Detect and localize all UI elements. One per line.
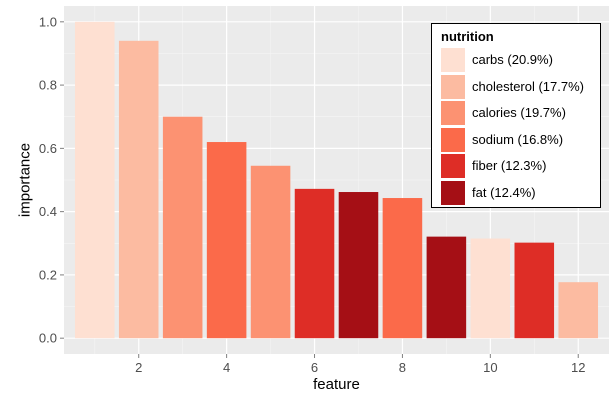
legend-key-carbs: [441, 48, 465, 72]
y-tick-label: 0.6: [39, 141, 57, 156]
bar-calories: [162, 116, 203, 339]
legend-key-cholesterol: [441, 74, 465, 99]
legend-label: sodium (16.8%): [472, 131, 564, 147]
y-tick-label: 0.0: [39, 331, 57, 346]
legend-label: fiber (12.3%): [472, 158, 547, 173]
y-tick-label: 1.0: [39, 14, 57, 29]
legend-key-sodium: [441, 127, 465, 152]
legend-label: calories (19.7%): [472, 105, 566, 120]
bar-fiber: [294, 188, 335, 339]
bar-fat: [338, 192, 379, 339]
bar-fiber: [514, 242, 555, 339]
x-tick-label: 10: [483, 360, 497, 375]
bar-sodium: [206, 142, 247, 339]
bar-cholesterol: [558, 282, 599, 339]
legend-label: cholesterol (17.7%): [472, 78, 584, 94]
x-tick-label: 12: [571, 360, 585, 375]
legend-item-fiber: fiber (12.3%): [441, 154, 601, 178]
legend-key-fiber: [441, 154, 465, 178]
legend-title: nutrition: [441, 29, 494, 44]
legend-key-fat: [441, 180, 465, 205]
legend-label: carbs (20.9%): [472, 52, 553, 67]
bar-calories: [250, 165, 291, 339]
legend-item-carbs: carbs (20.9%): [441, 48, 601, 72]
bars: [74, 21, 599, 339]
bar-sodium: [382, 198, 423, 339]
y-tick-label: 0.4: [39, 204, 57, 219]
bar-cholesterol: [118, 40, 159, 339]
legend-item-sodium: sodium (16.8%): [441, 127, 601, 152]
x-tick-label: 6: [311, 360, 318, 375]
y-tick-label: 0.2: [39, 267, 57, 282]
x-tick-label: 8: [399, 360, 406, 375]
y-axis: 0.0 0.2 0.4 0.6 0.8 1.0: [39, 14, 64, 346]
x-axis-title: feature: [313, 376, 360, 393]
y-axis-title: importance: [16, 143, 33, 217]
legend-key-calories: [441, 101, 465, 125]
legend-label: fat (12.4%): [472, 184, 536, 200]
legend-item-cholesterol: cholesterol (17.7%): [441, 74, 601, 99]
legend: nutrition carbs (20.9%) cholesterol (17.7…: [431, 23, 601, 208]
x-tick-label: 2: [135, 360, 142, 375]
bar-carbs: [470, 238, 511, 339]
x-axis: 2 4 6 8 10 12: [135, 354, 585, 375]
bar-fat: [426, 236, 467, 339]
bar-carbs: [74, 21, 115, 339]
x-tick-label: 4: [223, 360, 230, 375]
y-tick-label: 0.8: [39, 78, 57, 93]
legend-item-fat: fat (12.4%): [441, 180, 601, 205]
legend-item-calories: calories (19.7%): [441, 101, 601, 125]
